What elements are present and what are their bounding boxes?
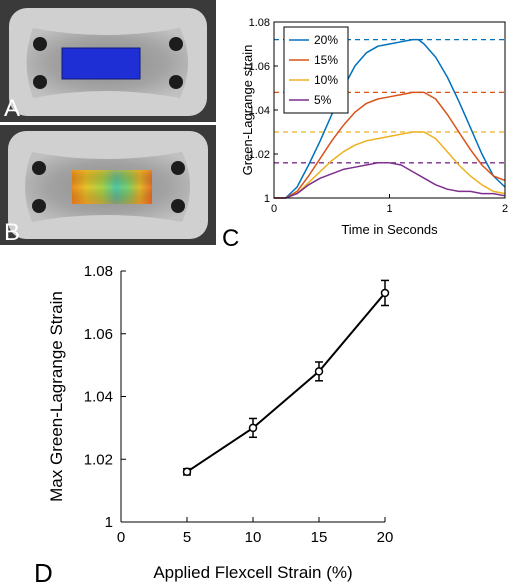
chart-d-ytick-label: 1.06: [84, 326, 113, 343]
chart-d-data-point: [380, 288, 390, 298]
chart-c-legend-label: 15%: [314, 53, 338, 67]
chart-d-series: [182, 279, 390, 477]
chart-d-xtick-label: 0: [117, 529, 125, 546]
chart-d-xtick-label: 5: [183, 529, 191, 546]
chart-c-legend-label: 10%: [314, 73, 338, 87]
chart-c-ytick-label: 1: [264, 193, 270, 205]
chart-c-series-line: [274, 162, 506, 199]
panel-a-photo: A: [0, 0, 216, 122]
gel-hole-icon: [169, 37, 183, 51]
chart-d-axes: 0 5 10 15 20 1 1.02 1.04 1.06 1.08: [84, 263, 394, 546]
strain-heatmap-shading: [72, 170, 152, 204]
chart-c: 0 1 211.021.041.061.08 Time in Seconds Gre…: [222, 17, 508, 252]
chart-c-legend-label: 20%: [314, 33, 338, 47]
panel-label-b: B: [4, 219, 20, 246]
gel-hole-icon: [171, 199, 185, 213]
chart-c-xtick-label: 1: [386, 203, 392, 215]
chart-d-xtick-label: 15: [311, 529, 328, 546]
panel-label-d: D: [34, 558, 53, 586]
gel-hole-icon: [169, 75, 183, 89]
gel-hole-icon: [33, 75, 47, 89]
gel-hole-icon: [32, 199, 46, 213]
chart-c-legend: 20% 15% 10% 5%: [283, 26, 349, 114]
chart-c-legend-box: [283, 26, 349, 114]
chart-c-xlabel: Time in Seconds: [341, 222, 438, 237]
chart-d-xlabel: Applied Flexcell Strain (%): [153, 563, 352, 582]
chart-d-ytick-label: 1.08: [84, 263, 113, 280]
gel-hole-icon: [33, 37, 47, 51]
chart-d-xtick-label: 10: [245, 529, 262, 546]
chart-d-data-point: [314, 367, 324, 376]
chart-c-ytick-label: 1.04: [249, 105, 270, 117]
chart-d-data-point: [182, 467, 192, 477]
gel-hole-icon: [32, 161, 46, 175]
chart-c-series-line: [274, 38, 506, 199]
panel-b-photo: B: [0, 125, 216, 246]
chart-c-series-line: [274, 131, 506, 199]
chart-d-ytick-label: 1: [105, 514, 113, 531]
chart-d-series-line: [186, 292, 386, 473]
panel-label-c: C: [222, 225, 239, 252]
chart-d-ytick-label: 1.02: [84, 451, 113, 468]
chart-d-ytick-label: 1.04: [84, 389, 113, 406]
chart-c-series-line: [274, 91, 506, 199]
chart-d-xtick-label: 20: [377, 529, 394, 546]
chart-d-ylabel: Max Green-Lagrange Strain: [47, 291, 66, 502]
chart-c-axes: 0 1 211.021.041.061.08: [249, 17, 508, 215]
chart-c-ylabel: Green-Lagrange strain: [240, 45, 255, 176]
gel-hole-icon: [171, 161, 185, 175]
chart-d-data-point: [248, 423, 258, 433]
chart-c-xtick-label: 0: [271, 203, 277, 215]
chart-d: 0 5 10 15 20 1 1.02 1.04 1.06 1.08 Applied Flexce…: [34, 263, 393, 586]
strain-overlay-uniform: [61, 47, 141, 80]
chart-c-ytick-label: 1.02: [249, 149, 270, 161]
panel-label-a: A: [4, 95, 20, 122]
chart-c-ytick-label: 1.08: [249, 17, 270, 29]
chart-c-legend-label: 5%: [314, 93, 332, 107]
chart-c-ytick-label: 1.06: [249, 61, 270, 73]
chart-c-xtick-label: 2: [502, 203, 508, 215]
chart-c-series: [274, 38, 506, 199]
